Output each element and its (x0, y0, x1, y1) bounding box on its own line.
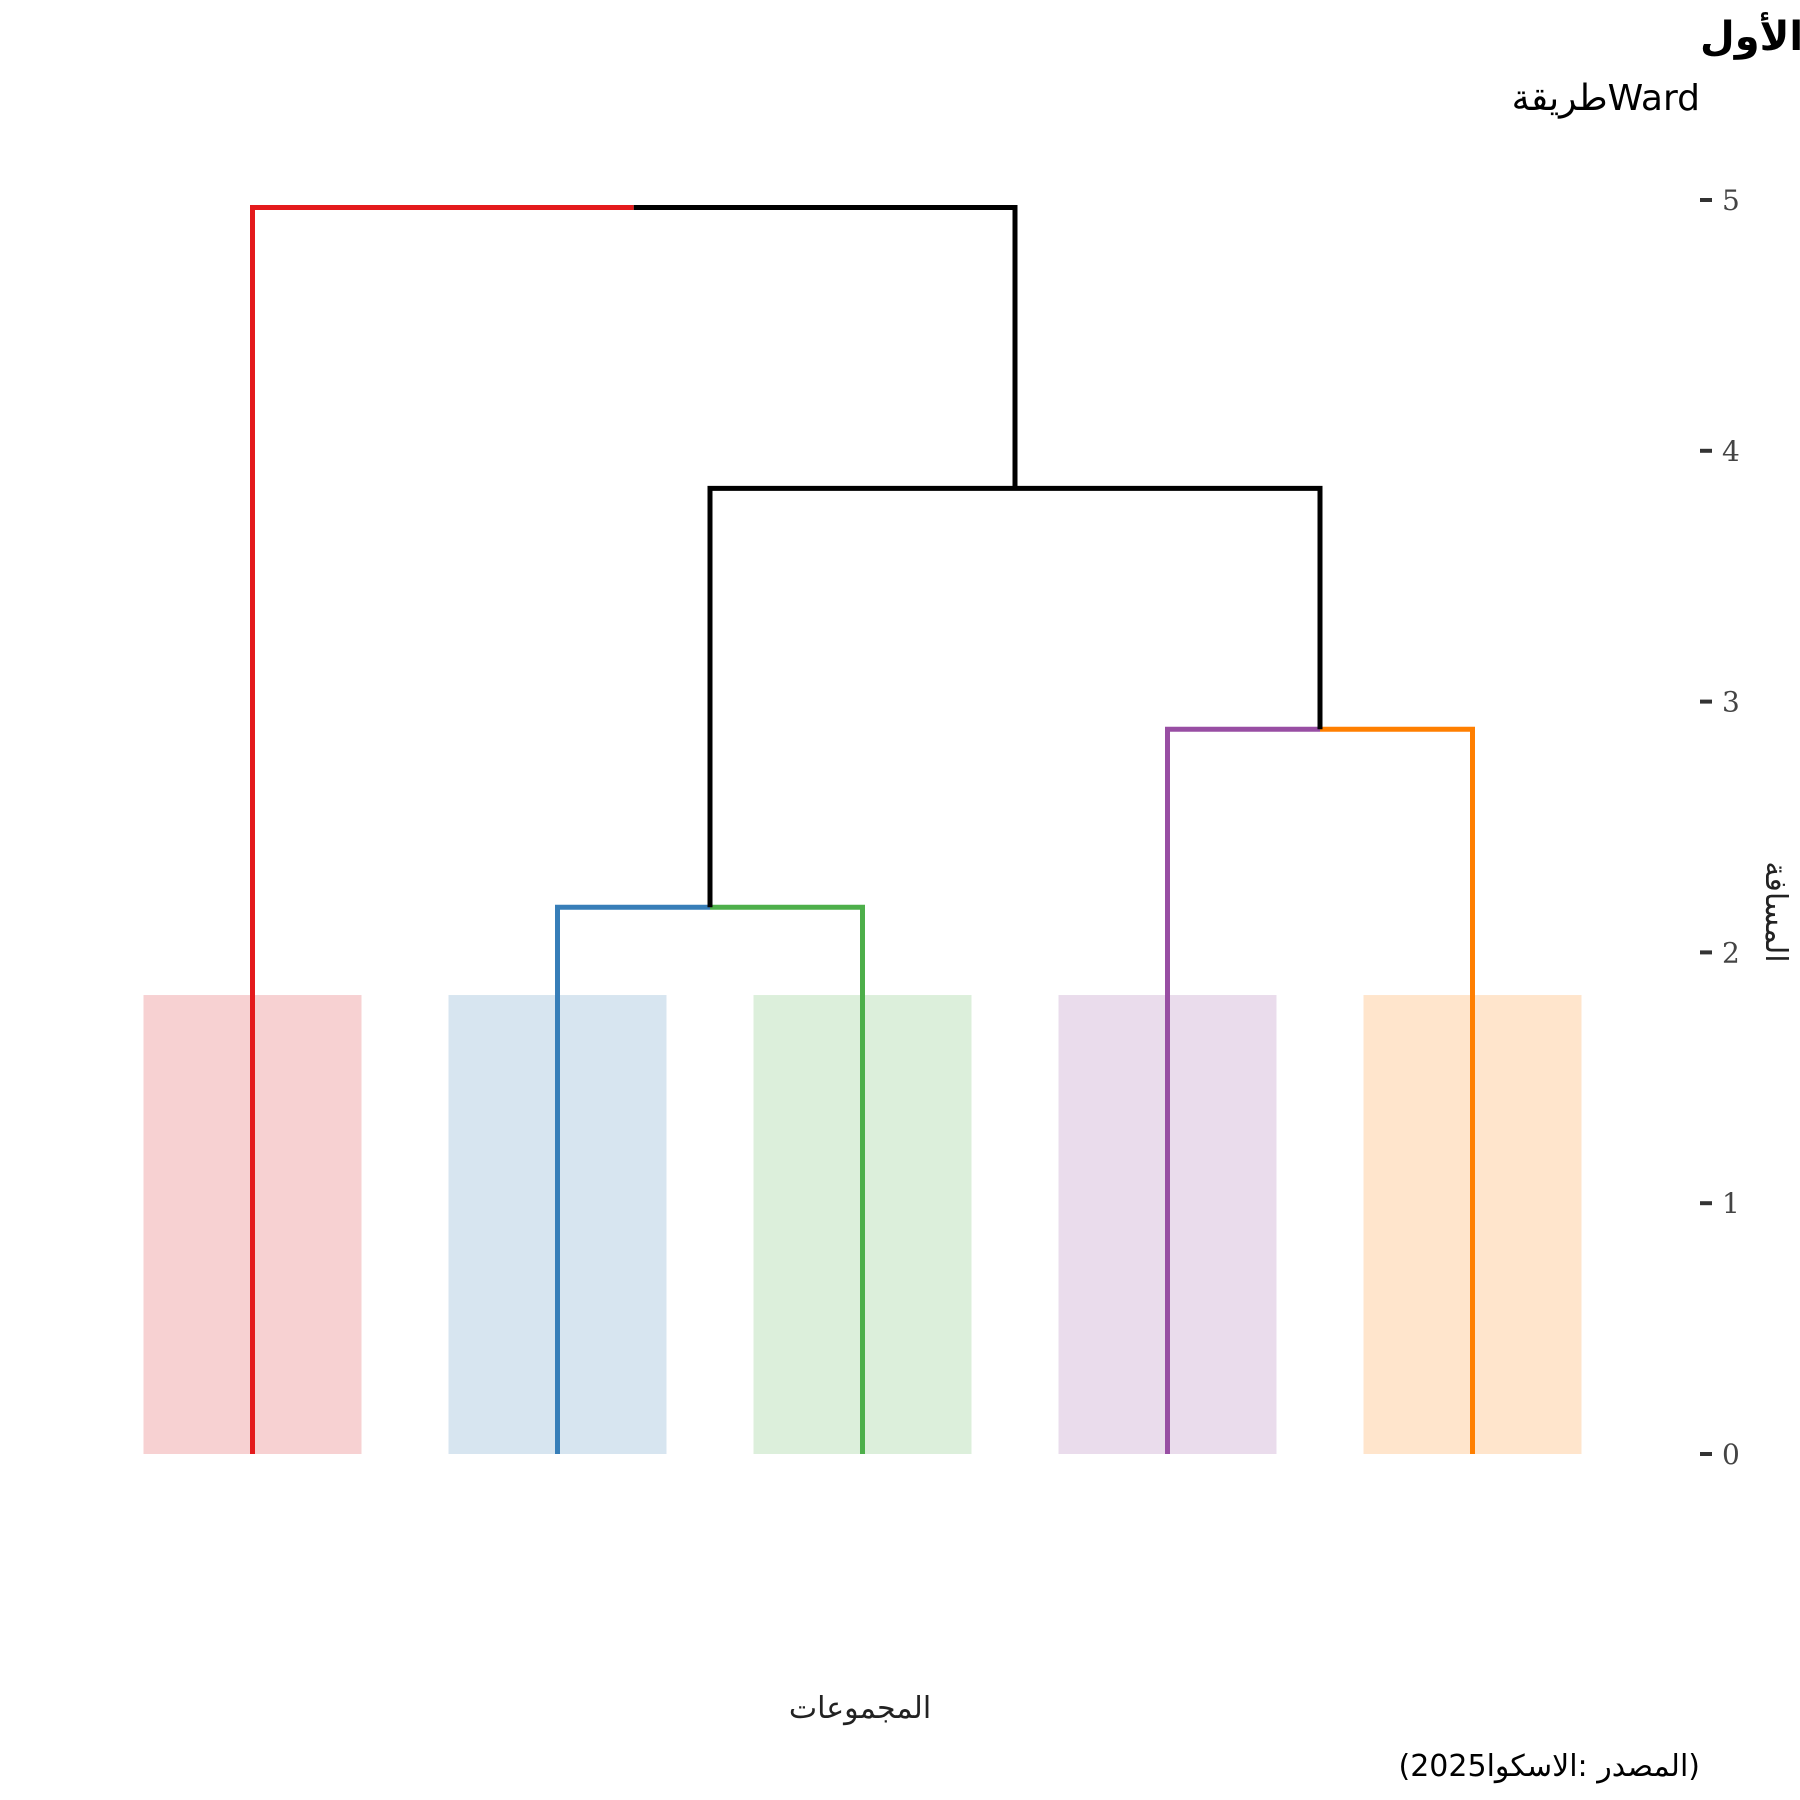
y-tick-label: 1 (1722, 1187, 1740, 1220)
source-caption: (2025المصدر :الاسكوا) (1399, 1749, 1700, 1784)
y-tick-label: 5 (1722, 184, 1740, 217)
chart-title: رسم توضيحي لتمرين تحديد السمات الأول (1700, 11, 1800, 60)
x-axis-label: المجموعات (789, 1691, 931, 1726)
dendrogram-links (250, 205, 1475, 1454)
y-tick-label: 0 (1722, 1438, 1740, 1471)
y-tick-label: 3 (1722, 686, 1740, 719)
chart-subtitle: طريقةWard (1512, 78, 1700, 119)
y-axis: 0 1 2 3 4 5 (1700, 184, 1740, 1471)
y-tick-label: 4 (1722, 435, 1740, 468)
y-axis-label: المسافة (1758, 861, 1793, 962)
y-tick-label: 2 (1722, 936, 1740, 969)
